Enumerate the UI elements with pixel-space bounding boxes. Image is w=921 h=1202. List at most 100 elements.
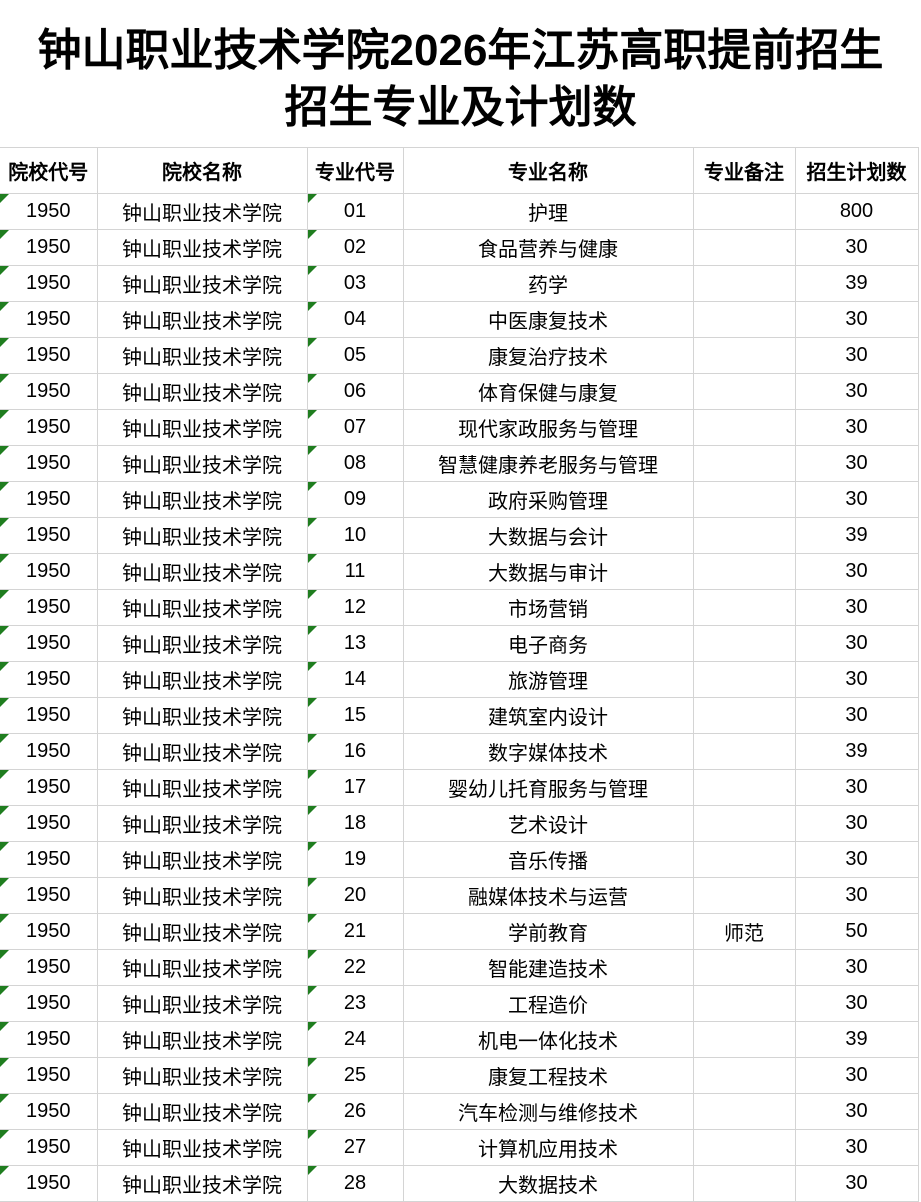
- table-row: 1950 钟山职业技术学院 05 康复治疗技术 30: [0, 337, 919, 374]
- major-note-cell: [692, 229, 796, 266]
- plan-count-cell: 30: [794, 949, 919, 986]
- college-name-cell-text: 钟山职业技术学院: [122, 419, 282, 441]
- major-note-cell: [692, 841, 796, 878]
- major-name-cell-text: 电子商务: [508, 635, 588, 657]
- college-code-cell-text: 1950: [26, 416, 71, 438]
- college-code-cell: 1950: [0, 841, 98, 878]
- plan-count-cell-text: 30: [845, 848, 868, 870]
- major-name-cell: 康复治疗技术: [402, 337, 694, 374]
- number-as-text-indicator-icon: [0, 410, 9, 419]
- college-code-cell-text: 1950: [26, 236, 71, 258]
- major-note-cell: [692, 949, 796, 986]
- college-code-cell: 1950: [0, 949, 98, 986]
- major-code-cell-text: 17: [343, 776, 367, 798]
- major-name-cell-text: 护理: [528, 203, 568, 225]
- major-name-cell: 食品营养与健康: [402, 229, 694, 266]
- header-major-note: 专业备注: [692, 147, 796, 194]
- number-as-text-indicator-icon: [0, 914, 9, 923]
- college-name-cell-text: 钟山职业技术学院: [122, 1175, 282, 1197]
- major-code-cell-text: 09: [343, 488, 367, 510]
- major-code-cell-text: 15: [343, 704, 367, 726]
- major-note-cell: [692, 1021, 796, 1058]
- college-name-cell: 钟山职业技术学院: [96, 445, 308, 482]
- college-name-cell: 钟山职业技术学院: [96, 373, 308, 410]
- college-name-cell: 钟山职业技术学院: [96, 481, 308, 518]
- plan-count-cell-text: 30: [845, 1064, 868, 1086]
- number-as-text-indicator-icon: [308, 1022, 317, 1031]
- number-as-text-indicator-icon: [308, 302, 317, 311]
- college-code-cell-text: 1950: [26, 1028, 71, 1050]
- college-code-cell-text: 1950: [26, 632, 71, 654]
- college-code-cell-text: 1950: [26, 308, 71, 330]
- page-title: 钟山职业技术学院2026年江苏高职提前招生 招生专业及计划数: [0, 22, 921, 136]
- major-note-cell: [692, 409, 796, 446]
- major-note-cell: [692, 805, 796, 842]
- college-code-cell-text: 1950: [26, 488, 71, 510]
- table-row: 1950 钟山职业技术学院 21 学前教育 师范 50: [0, 913, 919, 950]
- major-code-cell: 01: [306, 193, 404, 230]
- number-as-text-indicator-icon: [0, 482, 9, 491]
- plan-count-cell-text: 30: [845, 236, 868, 258]
- plan-count-cell: 30: [794, 985, 919, 1022]
- college-code-cell: 1950: [0, 1093, 98, 1130]
- college-name-cell-text: 钟山职业技术学院: [122, 275, 282, 297]
- plan-count-cell: 30: [794, 805, 919, 842]
- table-row: 1950 钟山职业技术学院 08 智慧健康养老服务与管理 30: [0, 445, 919, 482]
- college-name-cell-text: 钟山职业技术学院: [122, 671, 282, 693]
- major-code-cell: 17: [306, 769, 404, 806]
- college-name-cell: 钟山职业技术学院: [96, 193, 308, 230]
- college-code-cell: 1950: [0, 625, 98, 662]
- number-as-text-indicator-icon: [308, 554, 317, 563]
- plan-count-cell: 39: [794, 517, 919, 554]
- number-as-text-indicator-icon: [308, 770, 317, 779]
- college-name-cell-text: 钟山职业技术学院: [122, 347, 282, 369]
- major-code-cell: 27: [306, 1129, 404, 1166]
- college-code-cell-text: 1950: [26, 668, 71, 690]
- plan-count-cell: 50: [794, 913, 919, 950]
- major-code-cell-text: 01: [343, 200, 367, 222]
- table-header-row: 院校代号 院校名称 专业代号 专业名称 专业备注 招生计划数: [0, 147, 919, 194]
- plan-count-cell-text: 39: [845, 272, 868, 294]
- college-code-cell-text: 1950: [26, 380, 71, 402]
- college-name-cell: 钟山职业技术学院: [96, 229, 308, 266]
- college-name-cell-text: 钟山职业技术学院: [122, 239, 282, 261]
- major-code-cell-text: 10: [343, 524, 367, 546]
- major-name-cell-text: 工程造价: [508, 995, 588, 1017]
- number-as-text-indicator-icon: [0, 1058, 9, 1067]
- major-name-cell: 智慧健康养老服务与管理: [402, 445, 694, 482]
- plan-count-cell-text: 30: [845, 596, 868, 618]
- major-code-cell: 16: [306, 733, 404, 770]
- number-as-text-indicator-icon: [0, 770, 9, 779]
- major-code-cell-text: 21: [343, 920, 367, 942]
- major-name-cell-text: 大数据与会计: [488, 527, 608, 549]
- number-as-text-indicator-icon: [0, 230, 9, 239]
- major-code-cell-text: 07: [343, 416, 367, 438]
- table-row: 1950 钟山职业技术学院 06 体育保健与康复 30: [0, 373, 919, 410]
- major-name-cell-text: 现代家政服务与管理: [458, 419, 638, 441]
- number-as-text-indicator-icon: [0, 986, 9, 995]
- college-code-cell: 1950: [0, 697, 98, 734]
- college-name-cell: 钟山职业技术学院: [96, 913, 308, 950]
- plan-count-cell-text: 30: [845, 452, 868, 474]
- major-name-cell: 数字媒体技术: [402, 733, 694, 770]
- major-note-cell: [692, 301, 796, 338]
- table-row: 1950 钟山职业技术学院 25 康复工程技术 30: [0, 1057, 919, 1094]
- plan-count-cell-text: 30: [845, 884, 868, 906]
- major-code-cell: 08: [306, 445, 404, 482]
- college-code-cell: 1950: [0, 1165, 98, 1202]
- college-name-cell-text: 钟山职业技术学院: [122, 959, 282, 981]
- college-name-cell-text: 钟山职业技术学院: [122, 311, 282, 333]
- college-name-cell: 钟山职业技术学院: [96, 1021, 308, 1058]
- number-as-text-indicator-icon: [308, 518, 317, 527]
- major-name-cell-text: 康复工程技术: [488, 1067, 608, 1089]
- college-name-cell: 钟山职业技术学院: [96, 337, 308, 374]
- major-code-cell-text: 19: [343, 848, 367, 870]
- major-code-cell-text: 23: [343, 992, 367, 1014]
- number-as-text-indicator-icon: [308, 1130, 317, 1139]
- major-code-cell: 14: [306, 661, 404, 698]
- major-name-cell-text: 建筑室内设计: [488, 707, 608, 729]
- number-as-text-indicator-icon: [0, 194, 9, 203]
- number-as-text-indicator-icon: [308, 698, 317, 707]
- table-row: 1950 钟山职业技术学院 17 婴幼儿托育服务与管理 30: [0, 769, 919, 806]
